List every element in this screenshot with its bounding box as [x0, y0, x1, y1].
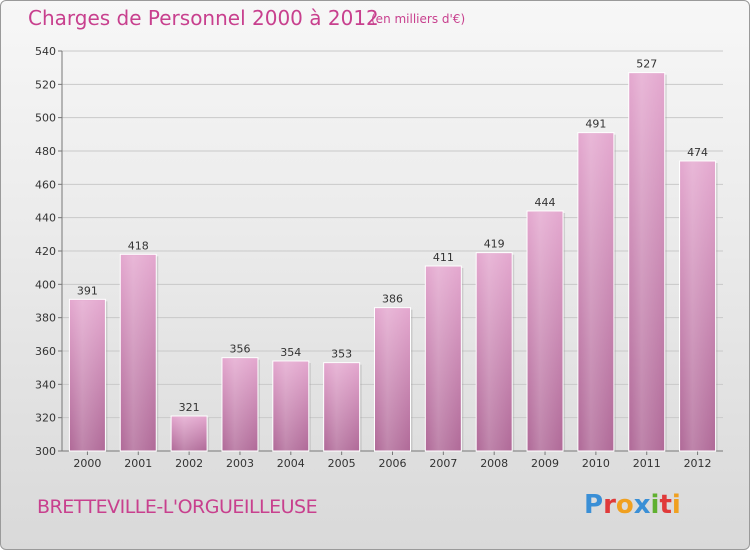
labels: 300 320 340 360 380 400 420 440 460 480 500 520 540 2… — [35, 45, 712, 470]
y-tick-label: 460 — [35, 178, 56, 191]
data-label: 353 — [331, 348, 352, 361]
data-label: 419 — [484, 238, 505, 251]
x-tick-label: 2000 — [73, 457, 101, 470]
y-tick-label: 480 — [35, 145, 56, 158]
data-label: 444 — [535, 196, 556, 209]
chart-subtitle: (en milliers d'€) — [371, 12, 466, 26]
commune-name: BRETTEVILLE-L'ORGUEILLEUSE — [37, 496, 318, 518]
logo-letter: r — [603, 490, 616, 520]
x-tick-label: 2012 — [684, 457, 712, 470]
y-tick-label: 520 — [35, 78, 56, 91]
x-tick-label: 2003 — [226, 457, 254, 470]
data-label: 474 — [687, 146, 708, 159]
data-label: 386 — [382, 293, 403, 306]
y-tick-label: 540 — [35, 45, 56, 58]
bar-highlight — [273, 362, 308, 451]
bar-highlight — [375, 308, 410, 451]
x-tick-label: 2010 — [582, 457, 610, 470]
y-tick-label: 380 — [35, 312, 56, 325]
data-label: 411 — [433, 251, 454, 264]
x-tick-label: 2008 — [480, 457, 508, 470]
bar-highlight — [629, 73, 664, 452]
bar-highlight — [121, 255, 156, 451]
logo-letter: P — [584, 490, 604, 520]
x-tick-label: 2006 — [379, 457, 407, 470]
logo-letter: i — [671, 490, 681, 520]
chart-title: Charges de Personnel 2000 à 2012 — [28, 6, 379, 30]
y-tick-label: 440 — [35, 212, 56, 225]
data-label: 354 — [280, 346, 301, 359]
bar-highlight — [70, 300, 105, 451]
x-tick-label: 2001 — [124, 457, 152, 470]
x-tick-label: 2002 — [175, 457, 203, 470]
bar-highlight — [680, 162, 715, 451]
data-label: 527 — [636, 58, 657, 71]
x-tick-label: 2007 — [429, 457, 457, 470]
data-label: 418 — [128, 239, 149, 252]
bar-highlight — [324, 363, 359, 451]
y-tick-label: 340 — [35, 378, 56, 391]
bar-highlight — [222, 358, 257, 451]
x-tick-label: 2009 — [531, 457, 559, 470]
bar-highlight — [528, 212, 563, 451]
data-label: 321 — [179, 401, 200, 414]
y-tick-label: 300 — [35, 445, 56, 458]
data-label: 391 — [77, 284, 98, 297]
bar-highlight — [578, 133, 613, 451]
logo-letter: t — [659, 490, 672, 520]
proxiti-logo[interactable]: Proxiti — [584, 490, 681, 520]
logo-letter: x — [633, 490, 651, 520]
x-tick-label: 2005 — [328, 457, 356, 470]
logo-letter: i — [650, 490, 660, 520]
bar-highlight — [477, 253, 512, 451]
x-tick-label: 2011 — [633, 457, 661, 470]
logo-letter: o — [615, 490, 634, 520]
y-tick-label: 420 — [35, 245, 56, 258]
y-tick-label: 400 — [35, 278, 56, 291]
data-label: 491 — [585, 118, 606, 131]
y-tick-label: 500 — [35, 112, 56, 125]
bar-highlight — [426, 267, 461, 451]
bars — [68, 72, 718, 452]
y-tick-label: 320 — [35, 412, 56, 425]
data-label: 356 — [229, 343, 250, 356]
bar-highlight — [172, 417, 207, 451]
x-tick-label: 2004 — [277, 457, 305, 470]
y-tick-label: 360 — [35, 345, 56, 358]
